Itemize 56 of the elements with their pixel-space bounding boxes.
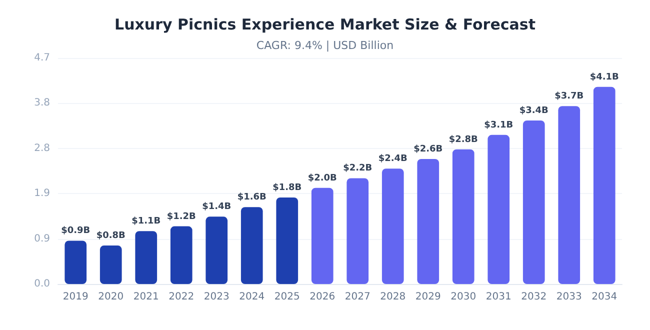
y-tick-label: 1.9 [34,188,50,200]
data-label: $3.1B [484,120,514,130]
data-label: $2.0B [308,173,338,184]
data-label: $1.6B [237,192,267,203]
x-tick-label: 2025 [274,292,300,302]
data-label: $1.4B [202,202,232,212]
data-label: $3.4B [519,106,549,116]
bar [488,134,510,284]
bar [240,207,263,284]
bar [558,106,580,284]
bar [170,226,192,284]
x-tick-label: 2024 [239,292,265,302]
x-tick-label: 2032 [521,292,547,302]
bar [417,158,440,284]
x-tick-label: 2021 [133,292,159,302]
chart-title: Luxury Picnics Experience Market Size & Forecast [114,16,536,34]
data-label: $3.7B [554,92,584,102]
bar [452,149,474,284]
x-tick-label: 2019 [62,292,88,302]
bar [311,188,334,284]
y-tick-label: 2.8 [34,142,50,154]
data-label: $0.9B [61,226,90,236]
x-tick-label: 2030 [450,292,476,302]
data-label: $1.1B [132,216,161,227]
data-label: $1.8B [272,182,302,193]
x-tick-label: 2023 [204,292,230,302]
data-label: $2.6B [414,144,443,154]
x-tick-label: 2022 [168,292,194,302]
data-label: $4.1B [590,72,620,82]
bar [346,178,369,284]
x-tick-label: 2033 [556,292,582,302]
x-tick-label: 2029 [415,292,441,302]
data-label: $1.2B [166,212,196,222]
x-tick-label: 2031 [486,292,512,302]
data-label: $2.8B [448,134,478,145]
x-tick-label: 2020 [98,292,124,302]
bar [100,246,122,284]
y-tick-label: 0.0 [34,278,50,290]
x-tick-label: 2027 [344,292,370,302]
data-label: $2.2B [343,164,372,174]
bar [206,216,228,284]
x-tick-label: 2034 [592,292,618,302]
x-tick-label: 2028 [380,292,406,302]
bar [593,86,616,284]
bar [64,240,87,284]
y-tick-label: 0.9 [34,233,50,244]
bar [522,120,545,284]
bar [382,168,404,284]
data-label: $2.4B [378,154,408,164]
y-tick-label: 4.7 [34,52,50,64]
bar [276,197,298,284]
chart-subtitle: CAGR: 9.4% | USD Billion [256,39,394,52]
x-tick-label: 2026 [310,292,336,302]
bar [135,231,158,284]
data-label: $0.8B [96,231,126,242]
y-tick-label: 3.8 [34,98,50,109]
